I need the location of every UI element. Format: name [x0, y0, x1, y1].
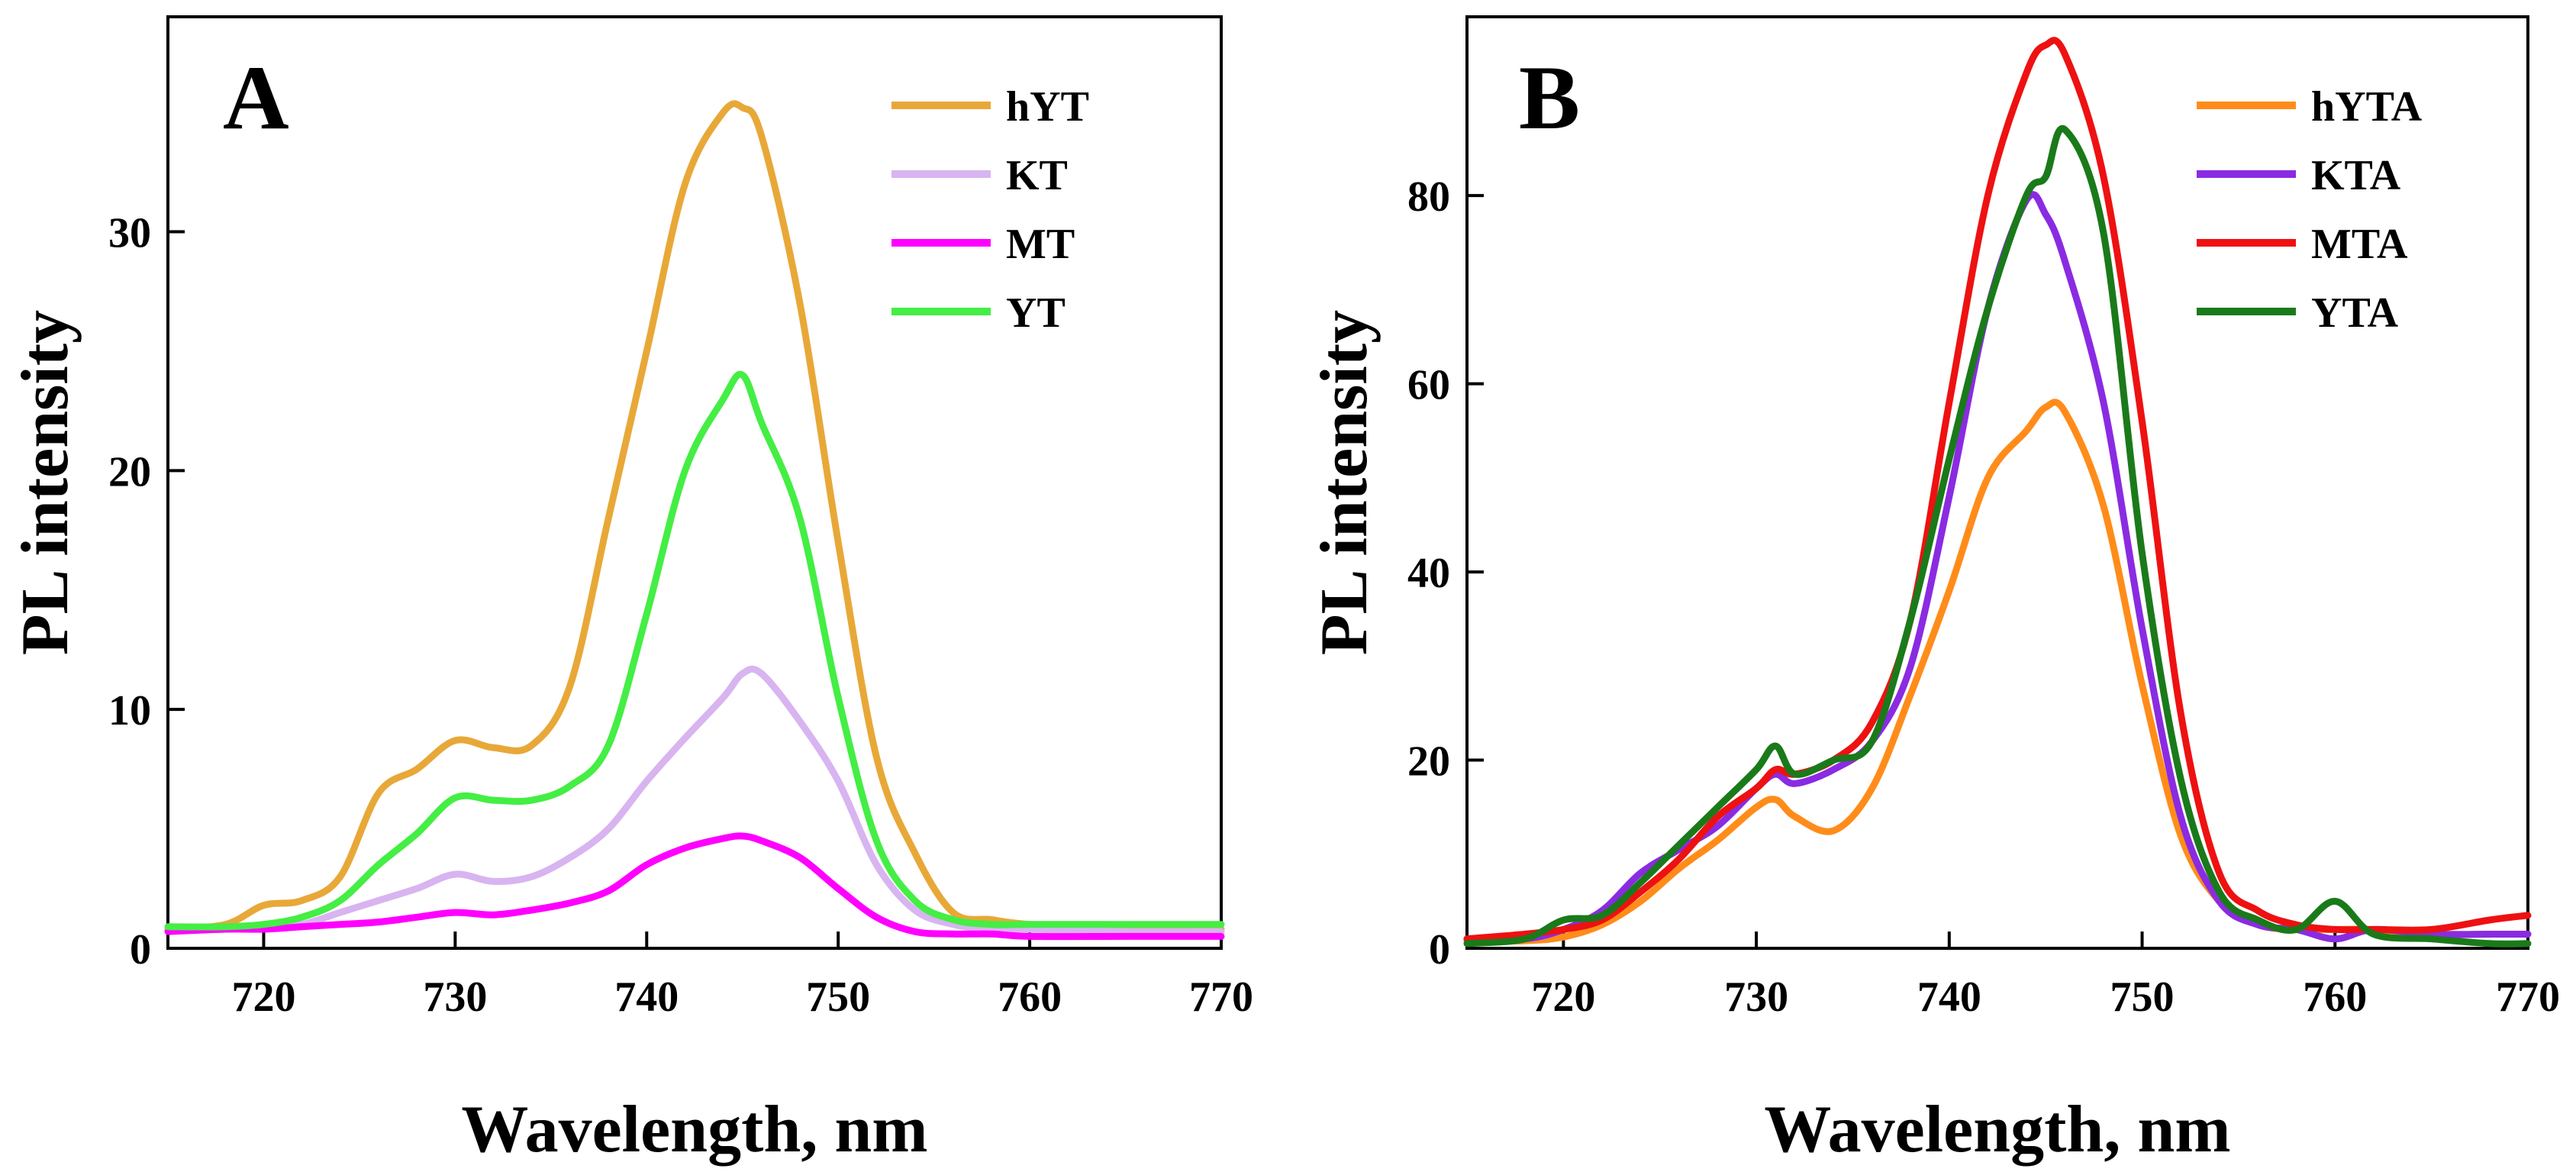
series-layer-b [1463, 37, 2532, 948]
series-line-hyt [164, 100, 1225, 933]
axis-ticks-a: 720 730 740 750 760 770 0 10 20 30 [108, 210, 1253, 1021]
x-axis-title-b: Wavelength, nm [1764, 1093, 2230, 1167]
panel-b: 720 730 740 750 760 770 0 20 40 60 80 B hYTA KTA MTA… [1307, 15, 2560, 1167]
plot-frame-b [1465, 15, 2529, 950]
y-tick-label: 20 [1407, 738, 1450, 786]
panel-label-a: A [223, 47, 289, 148]
y-tick-label: 0 [130, 926, 151, 973]
x-tick-label: 770 [1189, 973, 1253, 1021]
y-tick-label: 80 [1407, 173, 1450, 221]
series-layer-a [164, 100, 1225, 941]
legend-label-hyt: hYT [1006, 83, 1089, 131]
panel-a: 720 730 740 750 760 770 0 10 20 30 A hYT KT MT YT Wa… [8, 15, 1253, 1167]
series-line-mta [1463, 37, 2532, 943]
series-line-yt [164, 370, 1225, 931]
series-line-yta [1463, 124, 2532, 948]
legend-label-yt: YT [1006, 289, 1066, 337]
x-tick-label: 750 [2110, 973, 2175, 1021]
legend-label-mt: MT [1006, 221, 1075, 268]
y-axis-title-b: PL intensity [1307, 310, 1381, 655]
axis-ticks-b: 720 730 740 750 760 770 0 20 40 60 80 [1407, 173, 2560, 1021]
y-tick-label: 30 [108, 210, 151, 257]
y-tick-label: 40 [1407, 550, 1450, 597]
x-tick-label: 760 [998, 973, 1062, 1021]
x-tick-label: 720 [231, 973, 295, 1021]
x-tick-label: 760 [2303, 973, 2367, 1021]
x-tick-label: 770 [2496, 973, 2560, 1021]
y-tick-label: 20 [108, 448, 151, 496]
legend-label-yta: YTA [2311, 289, 2399, 337]
panel-label-b: B [1519, 47, 1580, 148]
x-tick-label: 720 [1531, 973, 1595, 1021]
series-line-kt [164, 665, 1225, 935]
x-tick-label: 740 [1917, 973, 1981, 1021]
plot-frame-a [166, 15, 1223, 950]
x-axis-title-a: Wavelength, nm [461, 1093, 927, 1167]
y-tick-label: 0 [1429, 926, 1450, 973]
y-axis-title-a: PL intensity [8, 310, 82, 655]
legend-label-kt: KT [1006, 152, 1068, 199]
y-tick-label: 60 [1407, 362, 1450, 409]
legend-a: hYT KT MT YT [891, 83, 1089, 337]
y-tick-label: 10 [108, 687, 151, 735]
legend-label-hyta: hYTA [2311, 83, 2423, 131]
x-tick-label: 730 [1724, 973, 1788, 1021]
x-tick-label: 750 [806, 973, 870, 1021]
x-tick-label: 730 [423, 973, 487, 1021]
legend-label-kta: KTA [2311, 152, 2401, 199]
legend-b: hYTA KTA MTA YTA [2197, 83, 2423, 337]
legend-label-mta: MTA [2311, 221, 2408, 268]
x-tick-label: 740 [614, 973, 679, 1021]
series-line-mt [164, 832, 1225, 941]
